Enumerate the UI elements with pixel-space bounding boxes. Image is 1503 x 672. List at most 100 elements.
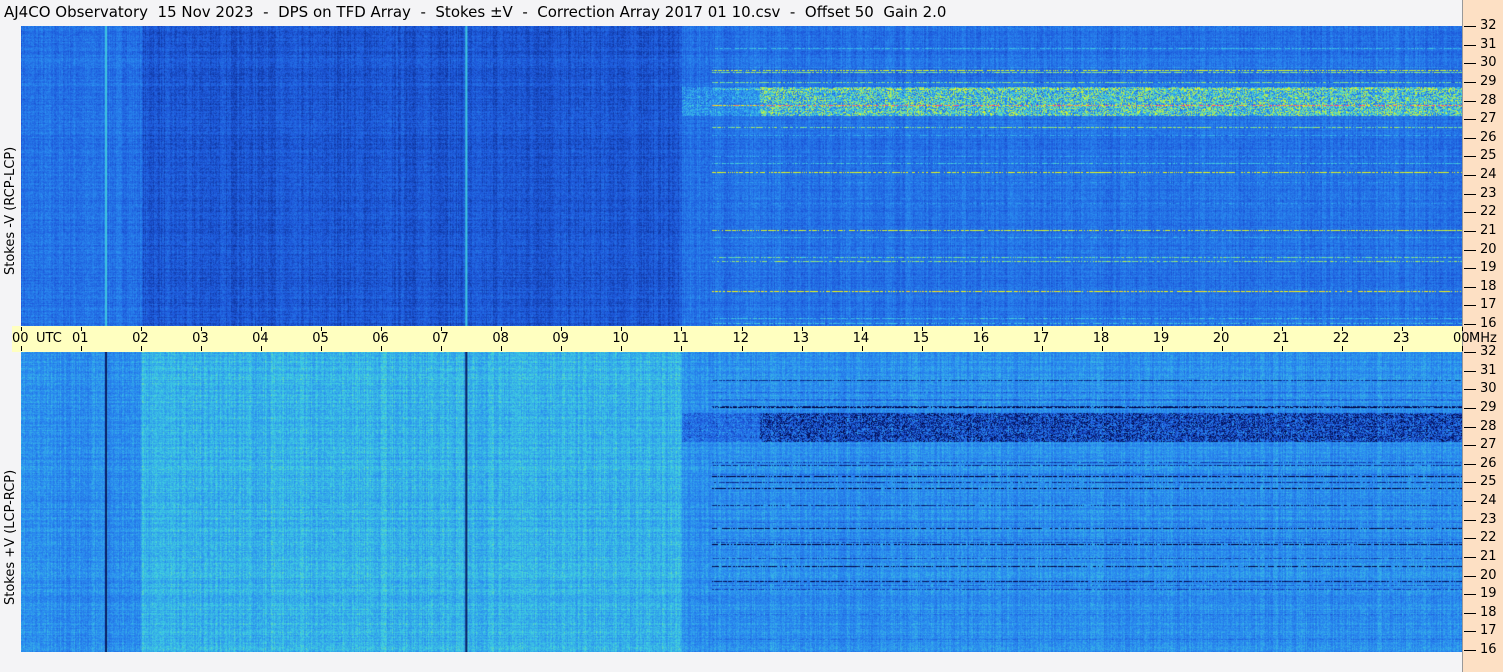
y-tick-label: 24 — [1480, 493, 1497, 508]
x-tick-mark — [141, 327, 143, 331]
x-tick-label: 07 — [432, 331, 449, 346]
y-tick-mark — [1464, 352, 1476, 353]
y-tick-mark — [1464, 389, 1476, 391]
x-tick-label: 22 — [1332, 331, 1350, 346]
y-tick-label: 31 — [1480, 362, 1497, 378]
spectrogram-stokes-minus-v — [21, 26, 1462, 326]
y-tick-label: 26 — [1480, 455, 1497, 471]
x-tick-mark — [921, 346, 923, 351]
x-tick-label: 15 — [912, 331, 930, 346]
y-tick-mark — [1464, 156, 1476, 158]
x-tick-label: 04 — [252, 331, 269, 346]
y-tick-mark — [1464, 119, 1476, 121]
chart-title: AJ4CO Observatory 15 Nov 2023 - DPS on T… — [4, 3, 947, 21]
x-tick-mark — [381, 327, 383, 331]
x-tick-label: 16 — [972, 331, 990, 346]
x-tick-label: 10 — [612, 331, 629, 346]
y-tick-label: 20 — [1480, 241, 1497, 257]
x-tick-mark — [201, 346, 203, 351]
y-tick-label: 26 — [1480, 129, 1497, 145]
x-tick-label: 21 — [1272, 331, 1290, 346]
x-tick-mark — [801, 327, 803, 331]
y-tick-mark — [1464, 100, 1476, 102]
y-tick-mark — [1464, 268, 1476, 270]
x-tick-label: 08 — [492, 331, 509, 346]
x-tick-mark — [261, 327, 263, 331]
x-tick-label: 20 — [1212, 331, 1230, 346]
spectrogram-stokes-plus-v — [21, 352, 1462, 652]
y-tick-mark — [1464, 650, 1476, 651]
y-tick-mark — [1464, 631, 1476, 633]
x-tick-mark — [981, 346, 983, 351]
x-tick-mark — [1041, 327, 1043, 331]
x-tick-mark — [681, 327, 683, 331]
y-tick-label: 28 — [1480, 92, 1497, 108]
x-tick-label: 13 — [792, 331, 810, 346]
x-tick-mark — [201, 327, 203, 331]
x-tick-mark — [21, 327, 22, 331]
x-tick-mark — [1161, 346, 1163, 351]
x-tick-mark — [1341, 327, 1343, 331]
x-tick-mark — [1462, 327, 1463, 331]
frequency-axis-panel — [1462, 0, 1503, 672]
y-tick-label: 27 — [1480, 111, 1497, 127]
y-tick-mark — [1464, 594, 1476, 596]
y-tick-label: 22 — [1480, 530, 1497, 546]
x-tick-mark — [681, 346, 683, 351]
x-tick-mark — [861, 327, 863, 331]
x-tick-label: 14 — [852, 331, 870, 346]
x-tick-mark — [861, 346, 863, 351]
y-tick-mark — [1464, 305, 1476, 307]
x-tick-label: 19 — [1152, 331, 1170, 346]
y-tick-label: 32 — [1480, 344, 1497, 359]
x-tick-label: 00 — [12, 331, 29, 346]
y-tick-mark — [1464, 426, 1476, 428]
x-tick-label: 03 — [192, 331, 209, 346]
y-tick-mark — [1464, 193, 1476, 195]
x-tick-mark — [561, 346, 563, 351]
y-tick-mark — [1464, 407, 1476, 409]
x-tick-mark — [81, 346, 83, 351]
x-tick-mark — [261, 346, 263, 351]
y-tick-mark — [1464, 370, 1476, 372]
x-tick-label: 12 — [732, 331, 750, 346]
x-tick-mark — [81, 327, 83, 331]
y-tick-mark — [1464, 286, 1476, 288]
x-unit-label: UTC — [36, 331, 62, 346]
x-tick-mark — [741, 327, 743, 331]
y-tick-mark — [1464, 175, 1476, 176]
x-tick-label: 00 — [1453, 331, 1470, 346]
x-tick-mark — [1101, 346, 1103, 351]
x-tick-mark — [501, 327, 503, 331]
x-tick-mark — [1462, 346, 1463, 351]
y-tick-label: 21 — [1480, 548, 1497, 564]
x-tick-mark — [1401, 346, 1403, 351]
y-tick-mark — [1464, 137, 1476, 139]
y-tick-label: 25 — [1480, 474, 1497, 490]
y-tick-label: 32 — [1480, 18, 1497, 33]
y-tick-mark — [1464, 519, 1476, 521]
y-tick-label: 17 — [1480, 297, 1497, 313]
y-unit-label: MHz — [1469, 331, 1497, 346]
x-tick-mark — [321, 346, 323, 351]
y-tick-mark — [1464, 212, 1476, 214]
x-tick-mark — [441, 346, 443, 351]
y-tick-mark — [1464, 538, 1476, 540]
bottom-y-label: Stokes +V (LCP-RCP) — [3, 469, 18, 605]
y-tick-label: 16 — [1480, 642, 1497, 657]
y-tick-label: 29 — [1480, 73, 1497, 89]
x-tick-mark — [981, 327, 983, 331]
x-tick-mark — [1401, 327, 1403, 331]
y-tick-label: 18 — [1480, 604, 1497, 620]
y-tick-label: 28 — [1480, 418, 1497, 434]
y-tick-label: 30 — [1480, 381, 1497, 397]
y-tick-label: 17 — [1480, 623, 1497, 639]
y-tick-label: 16 — [1480, 316, 1497, 331]
x-tick-mark — [141, 346, 143, 351]
x-tick-mark — [561, 327, 563, 331]
x-tick-label: 01 — [72, 331, 89, 346]
x-tick-mark — [801, 346, 803, 351]
x-tick-mark — [1221, 346, 1223, 351]
y-tick-label: 21 — [1480, 222, 1497, 238]
y-tick-mark — [1464, 44, 1476, 46]
